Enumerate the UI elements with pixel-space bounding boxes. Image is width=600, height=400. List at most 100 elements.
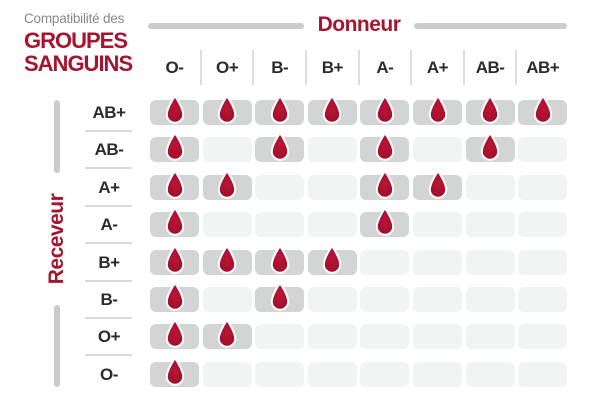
compat-cell-B+-from-A+ (413, 249, 462, 275)
compat-cell-O--from-O- (150, 356, 199, 387)
donor-axis-line-left (148, 23, 304, 29)
row-separator (85, 130, 132, 132)
compat-cell-AB--from-A+ (413, 137, 462, 163)
blood-drop-icon (323, 244, 342, 274)
compat-cell-B--from-A- (360, 287, 410, 312)
blood-drop-icon (375, 207, 395, 236)
row-separator (85, 279, 132, 282)
row-separator (85, 317, 132, 319)
blood-drop-icon (165, 207, 184, 236)
blood-drop-icon (270, 282, 289, 311)
compat-cell-O+-from-O- (150, 319, 199, 350)
recipient-row-label-A-: A- (100, 215, 118, 235)
compat-cell-B+-from-O+ (202, 244, 252, 275)
compat-cell-B--from-AB- (465, 287, 515, 312)
compat-cell-O--from-B+ (307, 361, 357, 387)
compat-cell-B+-from-O- (150, 244, 199, 275)
column-divider (305, 50, 307, 85)
compat-cell-A--from-AB- (465, 212, 515, 238)
donor-column-header-O+: O+ (216, 58, 239, 77)
recipient-row-label-AB-: AB- (94, 140, 124, 160)
recipient-row-label-B+: B+ (98, 252, 120, 272)
compat-cell-A--from-A- (360, 207, 410, 238)
blood-drop-icon (428, 169, 447, 199)
blood-drop-icon (323, 95, 342, 124)
compat-cell-AB--from-O- (150, 132, 199, 163)
compat-cell-O--from-A- (360, 361, 410, 387)
row-separator (85, 242, 132, 245)
blood-drop-icon (165, 356, 184, 386)
donor-column-header-A-: A- (376, 58, 394, 77)
row-separator (85, 167, 132, 170)
compat-cell-A--from-B+ (307, 212, 357, 238)
column-divider (410, 50, 413, 85)
compat-cell-B--from-O- (150, 282, 199, 312)
blood-drop-icon (165, 132, 184, 162)
title-prefix: Compatibilité des (24, 11, 125, 26)
blood-drop-icon (375, 95, 395, 124)
compat-cell-B--from-AB+ (518, 287, 568, 312)
title-main-line2: SANGUINS (24, 51, 133, 76)
blood-drop-icon (217, 244, 237, 274)
compat-cell-O+-from-AB- (465, 324, 515, 350)
compat-cell-O+-from-A- (360, 324, 410, 350)
blood-drop-icon (165, 169, 184, 199)
recipient-axis-line-top (54, 100, 60, 173)
blood-drop-icon (165, 319, 184, 349)
blood-drop-icon (217, 319, 237, 349)
blood-drop-icon (480, 95, 500, 124)
column-divider (357, 50, 360, 85)
compat-cell-B+-from-AB+ (518, 249, 568, 275)
compat-cell-AB+-from-O- (150, 95, 199, 125)
recipient-axis-line-bottom (54, 305, 60, 387)
compat-cell-A--from-O- (150, 207, 199, 238)
donor-column-header-O-: O- (165, 58, 184, 77)
donor-column-header-B-: B- (271, 58, 289, 77)
compat-cell-AB--from-AB- (465, 132, 515, 163)
blood-drop-icon (270, 132, 289, 162)
chart-title: Compatibilité des GROUPES SANGUINS (24, 11, 133, 76)
compat-cell-A--from-B- (255, 212, 305, 238)
row-separator (85, 204, 132, 207)
compat-cell-A--from-A+ (413, 212, 462, 238)
compat-cell-B+-from-AB- (465, 249, 515, 275)
compat-cell-A+-from-A+ (413, 169, 462, 200)
blood-drop-icon (165, 244, 184, 274)
compat-cell-AB+-from-AB- (465, 95, 515, 125)
row-separator (85, 354, 132, 357)
donor-axis-label: Donneur (317, 13, 401, 36)
compat-cell-O+-from-AB+ (518, 324, 568, 350)
compat-cell-O--from-B- (255, 361, 305, 387)
compat-cell-O--from-AB- (465, 361, 515, 387)
compat-cell-O+-from-A+ (413, 324, 462, 350)
blood-drop-icon (533, 95, 552, 124)
blood-drop-icon (428, 95, 447, 124)
donor-column-header-A+: A+ (426, 58, 449, 77)
recipient-row-label-A+: A+ (98, 177, 120, 197)
blood-drop-icon (217, 169, 237, 199)
compat-cell-A+-from-A- (360, 169, 410, 200)
column-divider (252, 50, 255, 85)
compat-cell-AB--from-B- (255, 132, 305, 163)
compat-cell-B--from-B- (255, 282, 305, 312)
compat-cell-AB+-from-A+ (413, 95, 462, 125)
compat-cell-B--from-B+ (307, 287, 357, 312)
compat-cell-A+-from-B- (255, 174, 305, 200)
compat-cell-A+-from-O- (150, 169, 199, 200)
compat-cell-B--from-A+ (413, 287, 462, 312)
donor-axis-line-right (414, 23, 567, 29)
compat-cell-B+-from-A- (360, 249, 410, 275)
compat-cell-A+-from-B+ (307, 174, 357, 200)
blood-drop-icon (270, 95, 289, 124)
title-main-line1: GROUPES (24, 28, 128, 53)
donor-column-header-B+: B+ (321, 58, 344, 77)
blood-drop-icon (375, 169, 395, 199)
compat-cell-AB--from-O+ (202, 137, 252, 163)
blood-drop-icon (270, 244, 289, 274)
recipient-row-label-O-: O- (100, 364, 118, 384)
compat-cell-AB--from-A- (360, 132, 410, 163)
compat-cell-B+-from-B+ (307, 244, 357, 275)
blood-drop-icon (480, 132, 500, 162)
recipient-row-label-AB+: AB+ (92, 103, 126, 122)
compat-cell-A+-from-O+ (202, 169, 252, 200)
